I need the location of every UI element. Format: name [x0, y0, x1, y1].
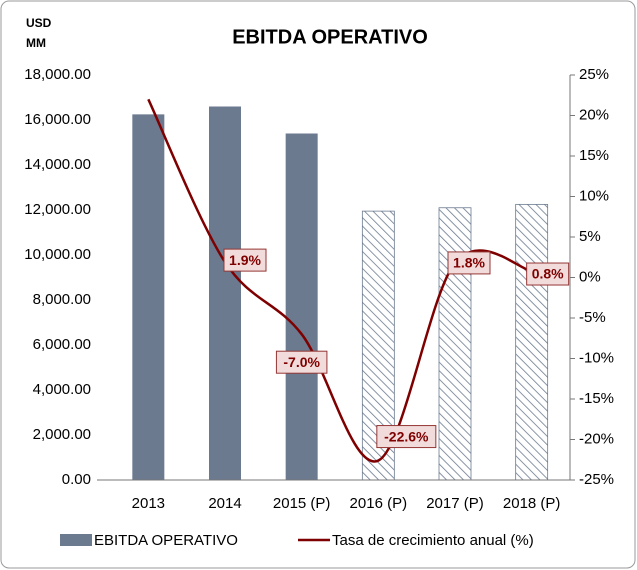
- y-tick-label: 2,000.00: [33, 426, 91, 443]
- y2-tick-label: 5%: [579, 228, 601, 245]
- x-tick-label: 2014: [208, 495, 241, 512]
- y2-tick-label: 15%: [579, 147, 609, 164]
- y2-tick-label: -20%: [579, 430, 614, 447]
- y2-tick-label: -25%: [579, 471, 614, 488]
- bar: [438, 207, 472, 481]
- bar: [285, 133, 318, 480]
- y-tick-label: 16,000.00: [24, 111, 91, 128]
- y-tick-label: 6,000.00: [33, 336, 91, 353]
- legend-label: EBITDA OPERATIVO: [94, 532, 238, 549]
- bar: [515, 203, 549, 481]
- data-label-box: [275, 350, 328, 374]
- data-label-box: [526, 262, 570, 286]
- legend-label: Tasa de crecimiento anual (%): [332, 532, 534, 549]
- data-label-box: [447, 251, 491, 275]
- y2-tick-label: -15%: [579, 390, 614, 407]
- data-label-box: [223, 248, 267, 272]
- y2-tick-label: -5%: [579, 309, 606, 326]
- y-tick-label: 8,000.00: [33, 291, 91, 308]
- data-label-box: [376, 425, 437, 449]
- y2-tick-label: 20%: [579, 106, 609, 123]
- y-tick-label: 12,000.00: [24, 201, 91, 218]
- legend-swatch: [60, 534, 92, 546]
- y2-tick-label: 25%: [579, 66, 609, 83]
- y-tick-label: 10,000.00: [24, 246, 91, 263]
- x-tick-label: 2015 (P): [273, 495, 331, 512]
- bar: [132, 114, 165, 480]
- y-tick-label: 18,000.00: [24, 66, 91, 83]
- y2-tick-label: 10%: [579, 187, 609, 204]
- data-label: 1.9%: [229, 252, 261, 268]
- y-tick-label: 14,000.00: [24, 156, 91, 173]
- data-label: -22.6%: [384, 428, 429, 444]
- y2-tick-label: -10%: [579, 349, 614, 366]
- x-tick-label: 2017 (P): [426, 495, 484, 512]
- data-label: -7.0%: [283, 354, 320, 370]
- y-tick-label: 0.00: [62, 471, 91, 488]
- bar: [209, 106, 241, 480]
- x-tick-label: 2016 (P): [350, 495, 408, 512]
- y-axis-label: MM: [26, 36, 46, 50]
- y-tick-label: 4,000.00: [33, 381, 91, 398]
- chart-title: EBITDA OPERATIVO: [232, 26, 428, 48]
- y2-tick-label: 0%: [579, 268, 601, 285]
- data-label: 1.8%: [453, 255, 485, 271]
- data-label: 0.8%: [532, 266, 564, 282]
- y-axis-label: USD: [26, 16, 52, 30]
- x-tick-label: 2013: [132, 495, 165, 512]
- x-tick-label: 2018 (P): [503, 495, 561, 512]
